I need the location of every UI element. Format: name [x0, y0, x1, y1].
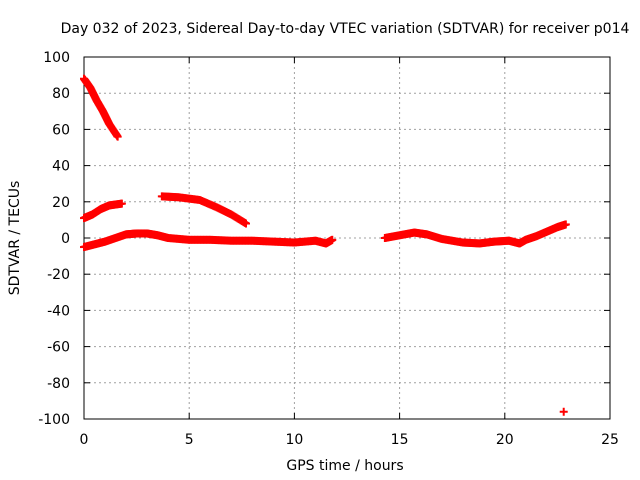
- y-tick-label: -100: [38, 412, 70, 428]
- x-tick-label: 5: [185, 432, 194, 448]
- x-axis-label: GPS time / hours: [286, 458, 403, 474]
- series-arc-low-rise: [80, 199, 126, 223]
- series-arc-near-zero-1: [80, 229, 337, 252]
- series-outlier: [559, 407, 568, 416]
- y-tick-label: -60: [47, 340, 70, 356]
- x-tick-label: 15: [391, 432, 409, 448]
- x-tick-label: 25: [601, 432, 619, 448]
- y-tick-label: -80: [47, 376, 70, 392]
- y-tick-label: -20: [47, 267, 70, 283]
- series-arc-near-zero-2: [380, 220, 570, 248]
- y-axis-label: SDTVAR / TECUs: [7, 181, 23, 296]
- y-tick-label: 40: [52, 159, 70, 175]
- y-tick-label: 20: [52, 195, 70, 211]
- y-tick-label: 100: [43, 50, 70, 66]
- axis-ticks: 0 5 10 15 20 25 -100 -80 -60 -40 -20 0 20 40 60 80 100: [38, 50, 619, 448]
- series-arc-steep-decline: [80, 74, 122, 141]
- y-tick-label: -40: [47, 303, 70, 319]
- y-tick-label: 0: [61, 231, 70, 247]
- data-layer: [80, 74, 570, 416]
- y-tick-label: 80: [52, 86, 70, 102]
- chart-title: Day 032 of 2023, Sidereal Day-to-day VTE…: [61, 21, 630, 37]
- series-arc-decline-mid: [157, 192, 251, 228]
- x-tick-label: 0: [80, 432, 89, 448]
- y-tick-label: 60: [52, 122, 70, 138]
- x-tick-label: 20: [496, 432, 514, 448]
- x-tick-label: 10: [285, 432, 303, 448]
